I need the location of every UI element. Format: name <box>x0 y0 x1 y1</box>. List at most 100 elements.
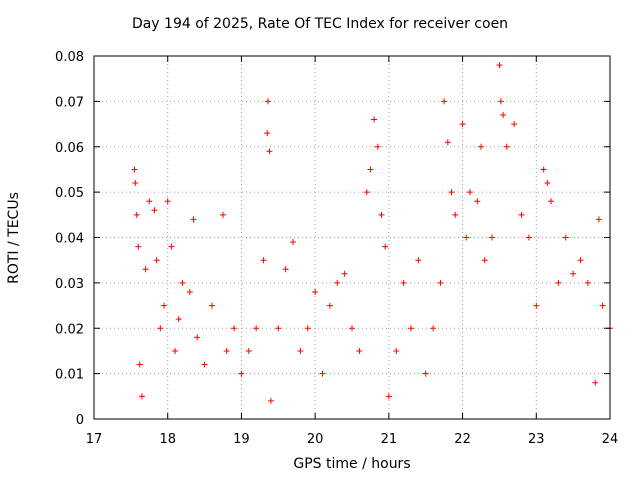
data-point <box>570 270 577 277</box>
data-point <box>132 180 139 187</box>
data-point <box>208 302 215 309</box>
data-point <box>367 166 374 173</box>
data-point <box>194 334 201 341</box>
data-point <box>595 216 602 223</box>
x-tick-label: 23 <box>528 432 545 447</box>
data-point <box>275 325 282 332</box>
data-point <box>555 279 562 286</box>
grid-layer <box>94 56 610 419</box>
data-point <box>349 325 355 332</box>
data-point <box>220 211 226 218</box>
data-point <box>334 279 341 286</box>
data-point <box>400 279 407 286</box>
data-point <box>382 243 389 250</box>
data-point <box>266 148 273 155</box>
data-point <box>422 370 429 377</box>
data-point <box>371 116 378 123</box>
data-point <box>544 180 551 187</box>
x-axis-label: GPS time / hours <box>293 456 411 472</box>
data-point <box>466 189 473 196</box>
data-point <box>584 279 591 286</box>
data-point <box>540 166 547 173</box>
data-point <box>385 393 392 400</box>
y-tick-label: 0.08 <box>55 50 84 65</box>
data-point <box>437 279 444 286</box>
data-point <box>444 139 451 146</box>
y-tick-label: 0.07 <box>55 95 84 110</box>
data-point <box>500 111 507 118</box>
data-point <box>474 198 481 205</box>
data-point <box>326 302 333 309</box>
data-point <box>452 211 459 218</box>
data-point <box>503 143 510 150</box>
data-point <box>267 397 274 404</box>
data-point <box>131 166 138 173</box>
data-point <box>260 257 267 264</box>
data-point <box>168 243 175 250</box>
data-point <box>562 234 569 241</box>
y-tick-label: 0.01 <box>55 368 84 383</box>
data-point <box>161 302 168 309</box>
tick-layer: 17 18 19 20 21 22 23 24 0 0.01 0.02 0.03 0.04 0.05 0.0… <box>55 50 618 447</box>
data-point <box>407 325 414 332</box>
data-point <box>157 325 164 332</box>
x-tick-label: 22 <box>454 432 471 447</box>
data-point <box>356 347 363 354</box>
y-tick-label: 0.02 <box>55 322 84 337</box>
data-point <box>297 347 304 354</box>
x-tick-label: 21 <box>381 432 398 447</box>
chart-title: Day 194 of 2025, Rate Of TEC Index for r… <box>131 16 509 32</box>
data-point <box>136 361 143 368</box>
data-point <box>533 302 540 309</box>
x-tick-label: 17 <box>86 432 103 447</box>
y-tick-label: 0.03 <box>55 277 84 292</box>
data-point <box>430 325 437 332</box>
data-point <box>304 325 311 332</box>
data-point <box>319 370 326 377</box>
data-point <box>489 234 496 241</box>
data-point <box>179 279 186 286</box>
data-point <box>138 393 145 400</box>
data-point <box>463 234 470 241</box>
data-point <box>238 370 245 377</box>
data-point <box>151 207 158 214</box>
data-point <box>518 211 525 218</box>
data-point <box>378 211 385 218</box>
data-point <box>164 198 171 205</box>
data-point <box>264 98 271 105</box>
data-point <box>290 239 297 246</box>
data-point <box>363 189 370 196</box>
data-point <box>133 211 140 218</box>
x-tick-label: 20 <box>307 432 324 447</box>
data-point <box>253 325 260 332</box>
data-point <box>481 257 488 264</box>
y-tick-label: 0.05 <box>55 186 84 201</box>
data-point <box>223 347 230 354</box>
data-point <box>186 288 193 295</box>
x-tick-label: 19 <box>233 432 250 447</box>
data-point <box>341 270 348 277</box>
data-point <box>441 98 448 105</box>
x-tick-label: 24 <box>602 432 619 447</box>
data-point <box>190 216 197 223</box>
y-tick-label: 0 <box>76 413 84 428</box>
data-point <box>135 243 142 250</box>
data-point <box>142 266 149 273</box>
data-point <box>374 143 381 150</box>
data-point <box>511 121 518 128</box>
data-point <box>459 121 466 128</box>
data-point <box>599 302 606 309</box>
data-point <box>201 361 208 368</box>
y-tick-label: 0.04 <box>55 232 84 247</box>
data-point <box>282 266 289 273</box>
data-point <box>448 189 455 196</box>
data-point <box>153 257 160 264</box>
data-point <box>525 234 532 241</box>
data-points-layer <box>131 62 613 404</box>
data-point <box>264 130 271 137</box>
data-point <box>415 257 422 264</box>
data-point <box>496 62 503 69</box>
data-point <box>245 347 252 354</box>
data-point <box>175 316 182 323</box>
